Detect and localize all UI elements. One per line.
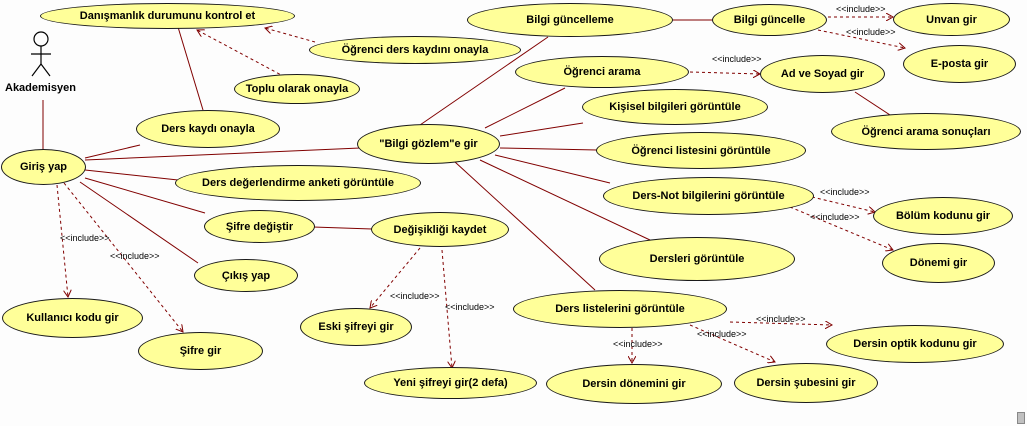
inc-giris-sifregir xyxy=(63,182,183,332)
include-label: <<include>> xyxy=(846,27,896,37)
uc-arama-sonuclari[interactable]: Öğrenci arama sonuçları xyxy=(831,113,1021,150)
uc-dersin-donemi[interactable]: Dersin dönemini gir xyxy=(546,364,722,404)
uc-bilgi-guncelleme[interactable]: Bilgi güncelleme xyxy=(467,3,673,37)
inc-dersnot-bolum xyxy=(811,196,875,212)
inc-degisiklik-yeni xyxy=(441,249,452,368)
assoc-giris-derskaydi xyxy=(84,144,141,159)
include-label: <<include>> xyxy=(613,339,663,349)
assoc-giris-bilgigozlem xyxy=(84,147,361,161)
uc-bolum-kodu[interactable]: Bölüm kodunu gir xyxy=(873,197,1013,235)
assoc-sifre-degisiklik xyxy=(312,226,373,230)
uc-ders-kaydi-onayla[interactable]: Ders kaydı onayla xyxy=(136,110,280,148)
uc-sifre-degistir[interactable]: Şifre değiştir xyxy=(204,210,315,243)
uc-sifre-gir[interactable]: Şifre gir xyxy=(138,332,263,370)
uc-eski-sifre[interactable]: Eski şifreyi gir xyxy=(300,308,412,346)
inc-liste-optik xyxy=(729,322,832,325)
uc-bilgi-gozlem[interactable]: "Bilgi gözlem"e gir xyxy=(357,124,500,164)
inc-toplu-danis xyxy=(197,30,286,78)
inc-giris-kullanici xyxy=(56,184,68,297)
uc-ders-listeleri[interactable]: Ders listelerini görüntüle xyxy=(513,290,727,328)
include-label: <<include>> xyxy=(712,54,762,64)
uc-ders-not[interactable]: Ders-Not bilgilerini görüntüle xyxy=(603,177,814,215)
include-label: <<include>> xyxy=(445,302,495,312)
uc-degisikligi-kaydet[interactable]: Değişikliği kaydet xyxy=(371,212,509,247)
include-label: <<include>> xyxy=(836,4,886,14)
uc-ogrenci-listesi[interactable]: Öğrenci listesini görüntüle xyxy=(596,132,806,169)
uc-dersleri[interactable]: Dersleri görüntüle xyxy=(599,237,795,281)
uc-yeni-sifre[interactable]: Yeni şifreyi gir(2 defa) xyxy=(364,367,537,399)
inc-degisiklik-eski xyxy=(370,247,421,308)
assoc-bg-dersleri xyxy=(479,159,651,241)
assoc-bg-derslisteleri xyxy=(454,161,596,291)
actor-figure xyxy=(31,31,51,77)
assoc-bg-kisisel xyxy=(499,122,584,137)
uc-ogrenci-ders-kaydi[interactable]: Öğrenci ders kaydını onayla xyxy=(309,36,521,64)
include-label: <<include>> xyxy=(110,251,160,261)
assoc-giris-sifre xyxy=(84,177,206,214)
scroll-handle[interactable] xyxy=(1017,412,1025,424)
assoc-bg-dersnot xyxy=(494,154,611,184)
uc-bilgi-guncelle[interactable]: Bilgi güncelle xyxy=(712,4,827,36)
include-label: <<include>> xyxy=(756,314,806,324)
assoc-adsoyad-sonuc xyxy=(854,91,891,116)
uc-kisisel-bilgiler[interactable]: Kişisel bilgileri görüntüle xyxy=(582,89,768,125)
uc-toplu-onayla[interactable]: Toplu olarak onayla xyxy=(234,74,360,104)
actor-head xyxy=(33,31,49,47)
include-label: <<include>> xyxy=(820,187,870,197)
uc-cikis-yap[interactable]: Çıkış yap xyxy=(194,259,298,292)
assoc-derskaydi-danis xyxy=(177,26,204,111)
inc-guncelle-eposta xyxy=(817,29,905,48)
assoc-bg-bilgiguncelleme xyxy=(419,36,549,126)
inc-dersnot-donemi xyxy=(789,206,893,250)
uc-eposta-gir[interactable]: E-posta gir xyxy=(903,45,1016,83)
inc-arama-adsoyad xyxy=(689,72,760,74)
assoc-giris-cikis xyxy=(79,181,199,264)
uc-ogrenci-arama[interactable]: Öğrenci arama xyxy=(515,56,689,88)
include-label: <<include>> xyxy=(60,233,110,243)
actor-label: Akademisyen xyxy=(5,82,76,94)
assoc-bg-ogrlistesi xyxy=(499,147,598,151)
assoc-giris-anket xyxy=(84,169,179,181)
include-label: <<include>> xyxy=(390,291,440,301)
inc-ogrders-danis xyxy=(265,28,316,43)
uc-donemi-gir[interactable]: Dönemi gir xyxy=(882,243,995,283)
uc-subesi[interactable]: Dersin şubesini gir xyxy=(734,363,878,403)
uc-unvan-gir[interactable]: Unvan gir xyxy=(893,3,1010,36)
uc-giris-yap[interactable]: Giriş yap xyxy=(1,149,86,185)
uc-danismanlik[interactable]: Danışmanlık durumunu kontrol et xyxy=(40,3,295,29)
assoc-bg-ograrama xyxy=(484,87,566,129)
uc-ad-soyad[interactable]: Ad ve Soyad gir xyxy=(760,55,885,93)
uc-kullanici-kodu[interactable]: Kullanıcı kodu gir xyxy=(2,298,143,338)
include-label: <<include>> xyxy=(810,212,860,222)
include-label: <<include>> xyxy=(697,329,747,339)
uc-anket[interactable]: Ders değerlendirme anketi görüntüle xyxy=(175,165,421,201)
uc-optik-kodu[interactable]: Dersin optik kodunu gir xyxy=(826,325,1004,363)
